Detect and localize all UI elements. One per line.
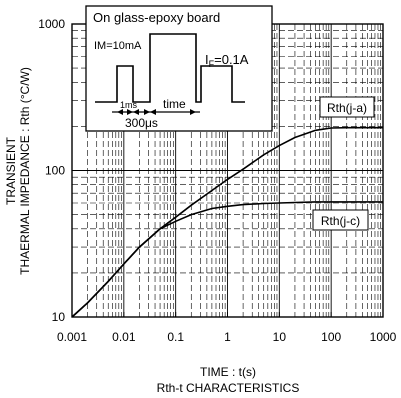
x-tick-label: 100: [321, 330, 341, 344]
inset-if-label: IF=0.1A: [205, 52, 249, 69]
x-tick-label: 0.01: [112, 330, 136, 344]
pulse-waveform: [95, 33, 245, 103]
x-tick-label: 0.001: [57, 330, 87, 344]
y-axis-label-line1: TRANSIENT: [4, 136, 18, 205]
inset-title: On glass-epoxy board: [93, 10, 220, 25]
series-line-1: [71, 201, 383, 318]
series-label-1: Rth(j-c): [321, 214, 360, 228]
tick-labels: 0.001 0.01 0.1 1 10 100 1000 10 100 1000: [38, 17, 396, 344]
y-tick-label: 10: [52, 310, 66, 324]
inset-ms-label: 1ms: [120, 100, 138, 110]
series-label-0: Rth(j-a): [327, 101, 367, 115]
x-tick-label: 10: [273, 330, 287, 344]
inset-im-label: IM=10mA: [94, 40, 142, 52]
x-axis-label: TIME : t(s): [200, 365, 256, 379]
chart-title: Rth-t CHARACTERISTICS: [157, 381, 300, 395]
series-label-box-0: [319, 96, 375, 118]
y-axis-label-line2: THAERMAL IMPEDANCE : Rth (°C/W): [18, 67, 32, 275]
y-tick-label: 100: [45, 164, 65, 178]
inset-time-label: time: [163, 97, 186, 111]
x-tick-label: 1000: [370, 330, 397, 344]
y-tick-label: 1000: [38, 17, 65, 31]
inset-arrowheads: [117, 109, 196, 115]
x-tick-label: 1: [224, 330, 231, 344]
x-tick-label: 0.1: [167, 330, 184, 344]
series-label-box-1: [312, 209, 369, 231]
inset-us-label: 300μs: [125, 116, 158, 130]
axis-ticks: [71, 23, 384, 318]
series-group: Rth(j-a) Rth(j-c): [71, 96, 383, 318]
inset-pulse-diagram: On glass-epoxy board IM=10mA IF=0.1A 1ms…: [85, 5, 273, 132]
